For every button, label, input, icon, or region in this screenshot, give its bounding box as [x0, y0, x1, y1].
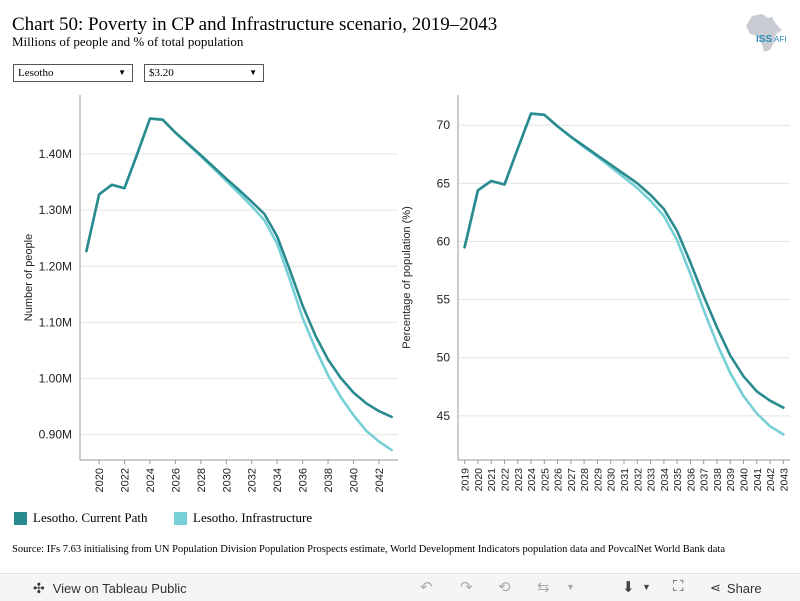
poverty-line-dropdown-value: $3.20	[149, 67, 174, 79]
x-tick-label: 2042	[765, 468, 777, 492]
x-tick-label: 2030	[221, 468, 233, 492]
chart-subtitle: Millions of people and % of total popula…	[12, 34, 244, 49]
x-tick-label: 2028	[196, 468, 208, 492]
source-note: Source: IFs 7.63 initialising from UN Po…	[12, 544, 725, 555]
x-tick-label: 2029	[592, 468, 604, 492]
y-tick-label: 70	[437, 118, 451, 132]
x-tick-label: 2039	[725, 468, 737, 492]
legend-current-path[interactable]: Lesotho. Current Path	[14, 510, 147, 526]
x-tick-label: 2032	[247, 468, 259, 492]
x-tick-label: 2024	[526, 468, 538, 492]
share-icon: ⋖	[710, 580, 721, 595]
poverty-line-dropdown[interactable]: $3.20 ▼	[144, 64, 264, 82]
view-on-tableau-link[interactable]: ✣ View on Tableau Public	[33, 580, 187, 597]
x-tick-label: 2021	[486, 468, 498, 492]
x-tick-label: 2023	[513, 468, 525, 492]
download-menu-chevron-icon[interactable]: ▼	[642, 582, 651, 592]
undo-icon[interactable]: ↶	[420, 579, 433, 596]
iss-afi-logo: ISS AFI	[746, 14, 786, 52]
x-tick-label: 2041	[752, 468, 764, 492]
percentage-chart: 45 50 55 60 65 70 Percentage of population (%)…	[401, 95, 790, 491]
y-tick-label: 55	[437, 293, 451, 307]
x-tick-label: 2034	[272, 468, 284, 492]
y-axis-title: Percentage of population (%)	[401, 206, 413, 348]
x-tick-label: 2019	[460, 468, 472, 492]
tableau-logo-icon: ✣	[33, 580, 45, 596]
x-tick-label: 2037	[699, 468, 711, 492]
tableau-footer: ✣ View on Tableau Public ↶ ↷ ⟲ ⇆ ▼ ⬇ ▼ ⛶…	[0, 573, 800, 601]
download-icon[interactable]: ⬇	[622, 579, 635, 596]
share-button[interactable]: ⋖ Share	[710, 580, 762, 596]
dropdown-arrow-icon: ▼	[118, 68, 126, 77]
x-tick-label: 2024	[145, 468, 157, 492]
refresh-icon[interactable]: ⇆	[537, 579, 550, 596]
people-chart: 0.90M 1.00M 1.10M 1.20M 1.30M 1.40M Number of …	[23, 95, 398, 492]
y-tick-label: 1.10M	[39, 315, 72, 329]
x-tick-label: 2020	[94, 468, 106, 492]
svg-text:ISS: ISS	[756, 34, 772, 45]
x-tick-label: 2035	[672, 468, 684, 492]
x-tick-label: 2033	[646, 468, 658, 492]
legend-infrastructure[interactable]: Lesotho. Infrastructure	[174, 510, 312, 526]
x-tick-label: 2031	[619, 468, 631, 492]
x-tick-label: 2040	[348, 468, 360, 492]
x-tick-label: 2030	[606, 468, 618, 492]
infrastructure-swatch	[174, 511, 187, 525]
x-tick-label: 2020	[473, 468, 485, 492]
y-tick-label: 65	[437, 176, 451, 190]
y-tick-label: 45	[437, 409, 451, 423]
legend-current-path-label: Lesotho. Current Path	[33, 510, 148, 525]
y-tick-label: 1.30M	[39, 203, 72, 217]
dropdown-arrow-icon: ▼	[249, 68, 257, 77]
y-tick-label: 0.90M	[39, 428, 72, 442]
x-tick-label: 2038	[712, 468, 724, 492]
y-tick-label: 1.40M	[39, 147, 72, 161]
x-tick-label: 2026	[553, 468, 565, 492]
y-tick-label: 60	[437, 234, 451, 248]
redo-icon[interactable]: ↷	[460, 579, 473, 596]
x-tick-label: 2027	[566, 468, 578, 492]
refresh-menu-chevron-icon[interactable]: ▼	[566, 582, 575, 592]
x-tick-label: 2042	[374, 468, 386, 492]
fullscreen-icon[interactable]: ⛶	[673, 578, 684, 595]
x-tick-label: 2036	[685, 468, 697, 492]
view-on-tableau-label: View on Tableau Public	[52, 581, 187, 596]
x-tick-label: 2025	[539, 468, 551, 492]
current-path-swatch	[14, 511, 27, 525]
svg-text:AFI: AFI	[774, 35, 786, 44]
x-tick-label: 2032	[632, 468, 644, 492]
x-tick-label: 2034	[659, 468, 671, 492]
country-dropdown-value: Lesotho	[18, 67, 54, 79]
x-tick-label: 2022	[499, 468, 511, 492]
legend-infrastructure-label: Lesotho. Infrastructure	[193, 510, 313, 525]
x-tick-label: 2026	[170, 468, 182, 492]
share-label: Share	[726, 580, 762, 596]
x-tick-label: 2038	[323, 468, 335, 492]
x-tick-label: 2040	[739, 468, 751, 492]
x-tick-label: 2022	[120, 468, 132, 492]
y-axis-title: Number of people	[23, 234, 35, 321]
series-line-current-path	[85, 117, 393, 419]
y-tick-label: 50	[437, 351, 451, 365]
chart-title: Chart 50: Poverty in CP and Infrastructu…	[12, 14, 498, 35]
y-tick-label: 1.00M	[39, 372, 72, 386]
series-line-current-path	[463, 112, 785, 410]
country-dropdown[interactable]: Lesotho ▼	[13, 64, 133, 82]
revert-icon[interactable]: ⟲	[498, 579, 511, 596]
x-tick-label: 2028	[579, 468, 591, 492]
x-tick-label: 2036	[298, 468, 310, 492]
x-tick-label: 2043	[778, 468, 790, 492]
y-tick-label: 1.20M	[39, 259, 72, 273]
